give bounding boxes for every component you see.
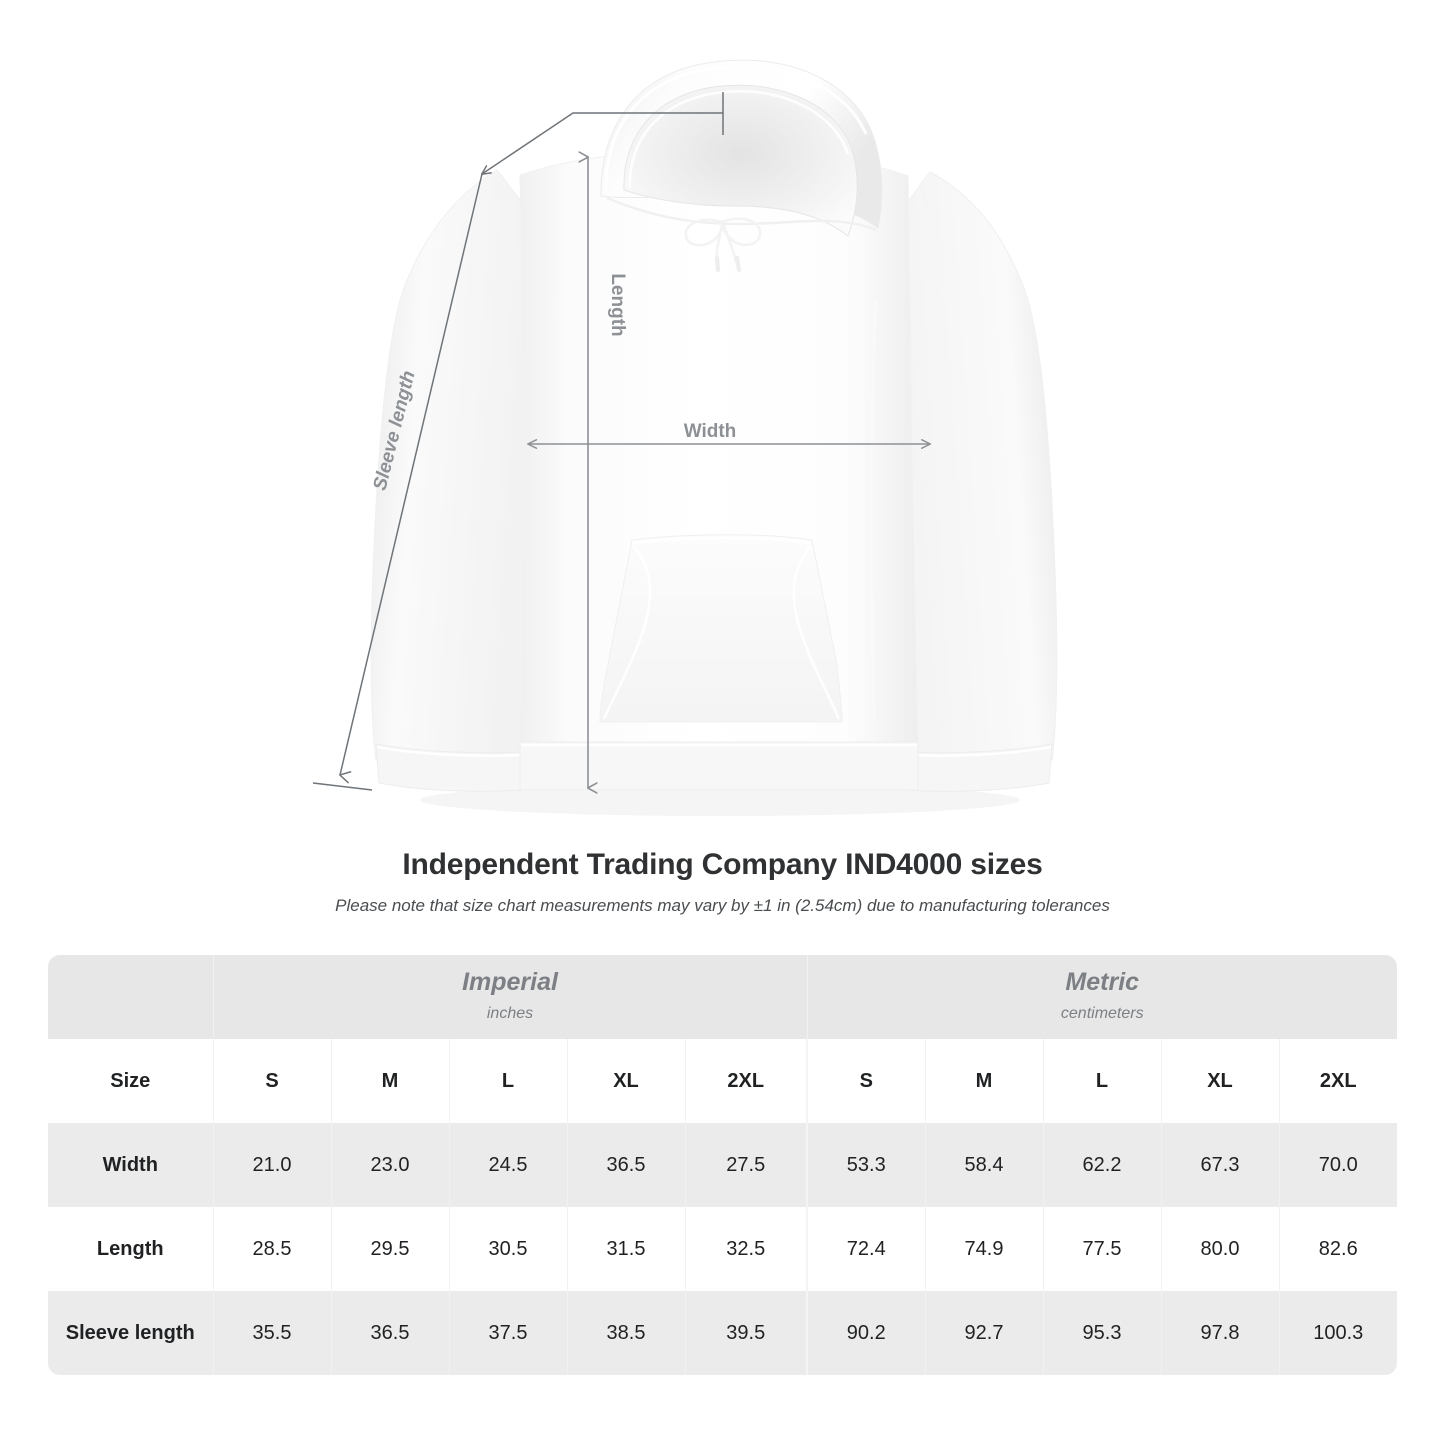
cell-length-metric-2xl: 82.6 — [1279, 1207, 1397, 1291]
row-label-length: Length — [48, 1207, 214, 1291]
cell-length-imperial-xl: 31.5 — [567, 1207, 686, 1291]
cell-sleeve-metric-m: 92.7 — [925, 1291, 1044, 1375]
cell-length-metric-m: 74.9 — [925, 1207, 1044, 1291]
cell-length-metric-l: 77.5 — [1043, 1207, 1162, 1291]
size-col-imperial-s: S — [213, 1039, 332, 1123]
cell-sleeve-imperial-2xl: 39.5 — [685, 1291, 808, 1375]
cell-width-metric-l: 62.2 — [1043, 1123, 1162, 1207]
cell-width-metric-s: 53.3 — [807, 1123, 926, 1207]
width-label: Width — [684, 421, 737, 442]
unit-group-imperial: Imperial inches — [213, 955, 808, 1039]
table-row: Length 28.5 29.5 30.5 31.5 32.5 72.4 74.… — [48, 1207, 1397, 1291]
cell-sleeve-imperial-xl: 38.5 — [567, 1291, 686, 1375]
cell-width-imperial-2xl: 27.5 — [685, 1123, 808, 1207]
cell-sleeve-metric-s: 90.2 — [807, 1291, 926, 1375]
row-label-width: Width — [48, 1123, 214, 1207]
cell-length-imperial-m: 29.5 — [331, 1207, 450, 1291]
cell-width-imperial-s: 21.0 — [213, 1123, 332, 1207]
cell-sleeve-imperial-m: 36.5 — [331, 1291, 450, 1375]
cell-width-imperial-xl: 36.5 — [567, 1123, 686, 1207]
cell-length-metric-s: 72.4 — [807, 1207, 926, 1291]
cell-sleeve-metric-l: 95.3 — [1043, 1291, 1162, 1375]
size-col-imperial-l: L — [449, 1039, 568, 1123]
cell-length-imperial-s: 28.5 — [213, 1207, 332, 1291]
table-row: Sleeve length 35.5 36.5 37.5 38.5 39.5 9… — [48, 1291, 1397, 1375]
size-col-metric-m: M — [925, 1039, 1044, 1123]
cell-length-metric-xl: 80.0 — [1161, 1207, 1280, 1291]
size-table-wrapper: Imperial inches Metric centimeters Size … — [48, 955, 1397, 1375]
cell-width-metric-xl: 67.3 — [1161, 1123, 1280, 1207]
unit-group-metric-sub: centimeters — [1060, 1005, 1144, 1022]
size-table: Imperial inches Metric centimeters Size … — [48, 955, 1397, 1375]
hoodie-illustration: Sleeve length Length Width — [312, 59, 1058, 816]
table-row: Width 21.0 23.0 24.5 36.5 27.5 53.3 58.4… — [48, 1123, 1397, 1207]
size-col-imperial-m: M — [331, 1039, 450, 1123]
unit-group-imperial-name: Imperial — [462, 968, 558, 996]
unit-group-metric: Metric centimeters — [807, 955, 1397, 1039]
sleeve-leader-line — [480, 92, 724, 175]
unit-group-metric-name: Metric — [1065, 968, 1140, 996]
cell-length-imperial-2xl: 32.5 — [685, 1207, 808, 1291]
size-col-metric-2xl: 2XL — [1279, 1039, 1397, 1123]
unit-group-imperial-sub: inches — [486, 1005, 534, 1022]
size-header-row: Size S M L XL 2XL S M L XL 2XL — [48, 1039, 1397, 1123]
cell-width-metric-m: 58.4 — [925, 1123, 1044, 1207]
chart-heading-block: Independent Trading Company IND4000 size… — [0, 845, 1445, 921]
size-col-metric-xl: XL — [1161, 1039, 1280, 1123]
size-col-metric-s: S — [807, 1039, 926, 1123]
size-table-body: Size S M L XL 2XL S M L XL 2XL Width 21.… — [48, 1039, 1397, 1375]
hoodie-garment — [370, 59, 1058, 816]
unit-header-spacer — [48, 955, 214, 1039]
cell-sleeve-metric-2xl: 100.3 — [1279, 1291, 1397, 1375]
size-col-imperial-2xl: 2XL — [685, 1039, 808, 1123]
length-label: Length — [607, 273, 628, 336]
size-corner-label: Size — [48, 1039, 214, 1123]
page-subtitle: Please note that size chart measurements… — [335, 896, 1110, 915]
cell-width-imperial-l: 24.5 — [449, 1123, 568, 1207]
size-col-metric-l: L — [1043, 1039, 1162, 1123]
cell-length-imperial-l: 30.5 — [449, 1207, 568, 1291]
cell-sleeve-metric-xl: 97.8 — [1161, 1291, 1280, 1375]
cell-sleeve-imperial-l: 37.5 — [449, 1291, 568, 1375]
cell-width-imperial-m: 23.0 — [331, 1123, 450, 1207]
cell-sleeve-imperial-s: 35.5 — [213, 1291, 332, 1375]
cell-width-metric-2xl: 70.0 — [1279, 1123, 1397, 1207]
page-title: Independent Trading Company IND4000 size… — [402, 848, 1043, 881]
drawstring-tips — [714, 255, 742, 273]
row-label-sleeve-length: Sleeve length — [48, 1291, 214, 1375]
unit-header-row: Imperial inches Metric centimeters — [48, 955, 1397, 1039]
sleeve-length-arrow — [312, 173, 483, 791]
size-col-imperial-xl: XL — [567, 1039, 686, 1123]
